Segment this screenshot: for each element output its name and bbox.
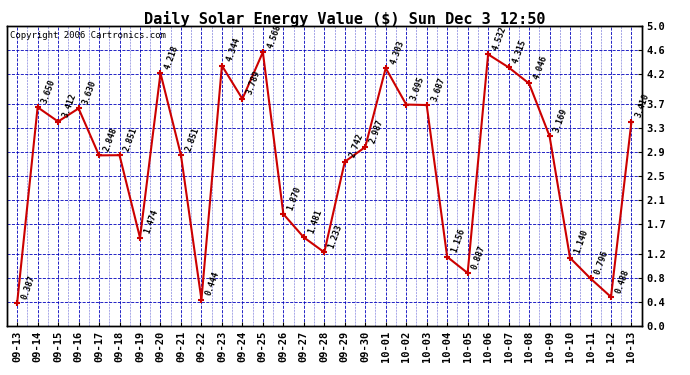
Text: 3.650: 3.650: [41, 78, 57, 105]
Text: 2.851: 2.851: [122, 126, 139, 152]
Text: 4.303: 4.303: [388, 39, 406, 65]
Text: 1.870: 1.870: [286, 185, 303, 211]
Text: 0.796: 0.796: [593, 249, 610, 276]
Text: 0.488: 0.488: [614, 268, 631, 294]
Text: 3.687: 3.687: [429, 76, 446, 102]
Text: 3.412: 3.412: [61, 92, 78, 119]
Text: 3.630: 3.630: [81, 79, 99, 106]
Text: 3.410: 3.410: [634, 92, 651, 119]
Text: 3.169: 3.169: [552, 107, 569, 134]
Text: Daily Solar Energy Value ($) Sun Dec 3 12:50: Daily Solar Energy Value ($) Sun Dec 3 1…: [144, 11, 546, 27]
Text: 4.046: 4.046: [532, 54, 549, 81]
Text: 1.156: 1.156: [450, 228, 467, 254]
Text: 4.344: 4.344: [225, 36, 241, 63]
Text: 4.568: 4.568: [266, 23, 283, 50]
Text: 4.532: 4.532: [491, 25, 508, 51]
Text: 0.887: 0.887: [471, 244, 487, 270]
Text: 2.851: 2.851: [184, 126, 201, 152]
Text: 1.474: 1.474: [143, 209, 160, 235]
Text: 0.387: 0.387: [20, 274, 37, 300]
Text: 3.695: 3.695: [409, 75, 426, 102]
Text: 2.987: 2.987: [368, 118, 385, 144]
Text: Copyright 2006 Cartronics.com: Copyright 2006 Cartronics.com: [10, 31, 166, 40]
Text: 4.315: 4.315: [511, 38, 529, 64]
Text: 4.218: 4.218: [164, 44, 180, 70]
Text: 3.789: 3.789: [245, 69, 262, 96]
Text: 0.444: 0.444: [204, 270, 221, 297]
Text: 1.233: 1.233: [327, 223, 344, 249]
Text: 2.848: 2.848: [102, 126, 119, 153]
Text: 2.742: 2.742: [348, 132, 364, 159]
Text: 1.140: 1.140: [573, 228, 590, 255]
Text: 1.481: 1.481: [306, 208, 324, 235]
